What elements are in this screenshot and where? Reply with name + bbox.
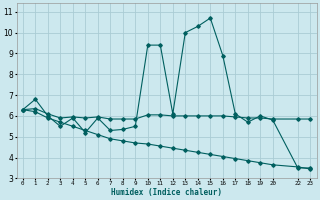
X-axis label: Humidex (Indice chaleur): Humidex (Indice chaleur) (111, 188, 222, 197)
